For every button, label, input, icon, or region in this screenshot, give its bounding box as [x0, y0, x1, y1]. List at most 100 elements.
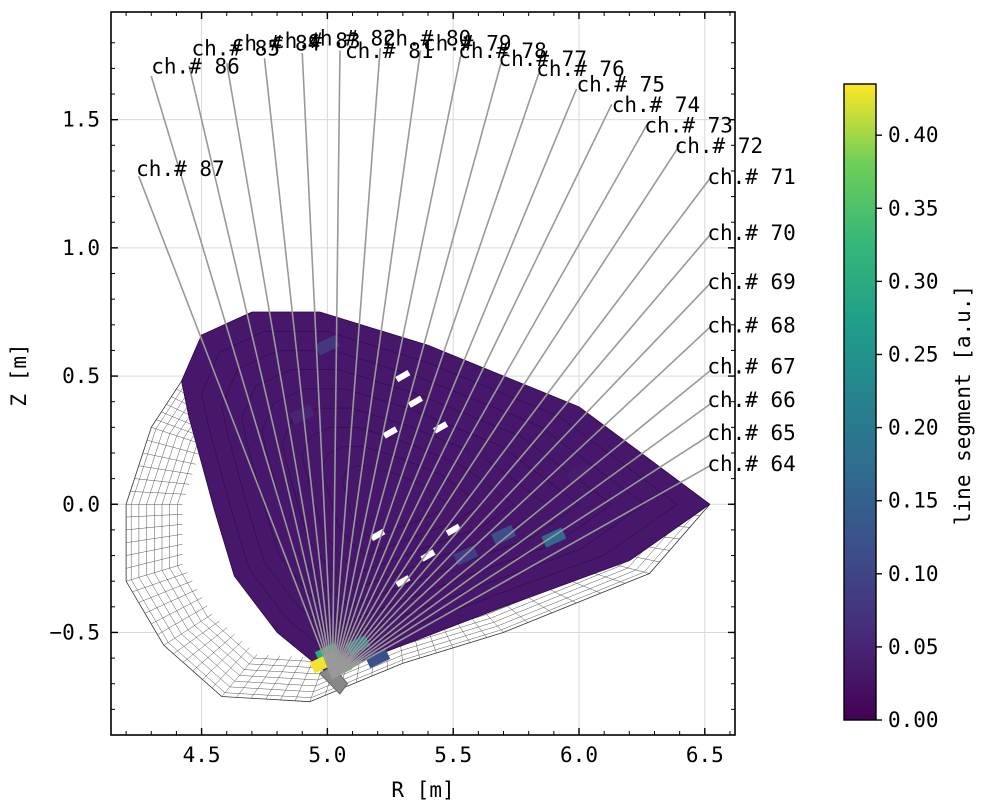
channel-label: ch.# 66 — [707, 388, 796, 412]
x-tick-label: 5.5 — [434, 743, 472, 767]
line-of-sight — [331, 103, 613, 679]
channel-label: ch.# 68 — [707, 313, 796, 337]
channel-label: ch.# 87 — [136, 157, 225, 181]
channel-label: ch.# 67 — [707, 355, 796, 379]
plasma-ring — [241, 369, 613, 623]
line-of-sight — [331, 370, 711, 680]
channel-label: ch.# 65 — [707, 421, 796, 445]
x-tick-label: 6.5 — [686, 743, 724, 767]
channel-label: ch.# 85 — [192, 37, 281, 61]
plasma-ring — [221, 350, 645, 640]
line-of-sight — [301, 52, 334, 679]
channel-label: ch.# 84 — [232, 31, 321, 55]
emissivity-cell — [566, 463, 592, 484]
plasma-region — [181, 311, 711, 674]
emissivity-cell — [365, 455, 391, 476]
colorbar-tick-label: 0.40 — [888, 123, 939, 147]
channel-label: ch.# 80 — [383, 26, 472, 50]
plasma-ring — [201, 330, 678, 657]
line-of-sight — [331, 326, 711, 680]
channel-label: ch.# 75 — [576, 72, 665, 96]
mesh-arc — [146, 390, 684, 687]
channel-label: ch.# 73 — [644, 114, 733, 138]
y-tick-label: 0.5 — [62, 364, 100, 388]
line-of-sight — [331, 50, 341, 679]
line-of-sight — [331, 47, 382, 679]
colorbar-tick-label: 0.00 — [888, 708, 939, 732]
channel-label: ch.# 79 — [423, 31, 512, 55]
channel-label: ch.# 78 — [458, 39, 547, 63]
emissivity-cell — [289, 404, 315, 425]
mesh-gap — [420, 549, 436, 562]
colorbar-label: line segment [a.u.] — [951, 285, 975, 525]
line-of-sight — [331, 234, 711, 680]
lines-of-sight — [137, 47, 711, 680]
mesh-gap — [382, 426, 398, 439]
line-of-sight — [331, 73, 540, 679]
line-of-sight — [331, 50, 422, 679]
colorbar-tick-label: 0.15 — [888, 489, 939, 513]
line-of-sight — [331, 178, 711, 680]
channel-label: ch.# 64 — [707, 452, 796, 476]
outer-mesh-boundary — [125, 380, 711, 703]
line-of-sight — [331, 434, 711, 680]
line-of-sight — [150, 75, 334, 679]
emissivity-cell — [491, 524, 517, 546]
line-of-sight — [225, 63, 334, 679]
mesh-gap — [433, 421, 449, 434]
y-tick-label: −0.5 — [49, 620, 100, 644]
channel-label: ch.# 82 — [307, 26, 396, 50]
colorbar-tick-label: 0.05 — [888, 635, 939, 659]
channel-labels: ch.# 64 ch.# 65 ch.# 66 ch.# 67 ch.# 68 ch.# … — [136, 26, 796, 476]
mesh-gap — [395, 369, 411, 383]
plasma-ring — [281, 407, 547, 590]
line-of-sight — [331, 63, 502, 679]
colorbar-tick-label: 0.35 — [888, 196, 939, 220]
line-of-sight — [332, 465, 711, 680]
channel-label: ch.# 77 — [498, 47, 587, 71]
line-of-sight — [331, 88, 578, 679]
channel-label: ch.# 86 — [151, 55, 240, 79]
channel-label: ch.# 81 — [345, 39, 434, 63]
plot-frame — [110, 11, 736, 736]
mesh-gap — [395, 575, 411, 588]
colorbar-tick-label: 0.10 — [888, 562, 939, 586]
axis-ticks: 4.5 5.0 5.5 6.0 6.5 −0.5 0.0 0.5 1.0 1.5 — [49, 12, 735, 767]
mesh-gap — [370, 528, 386, 542]
line-of-sight — [188, 65, 334, 679]
line-of-sight — [331, 144, 681, 680]
channel-label: ch.# 71 — [707, 165, 796, 189]
channel-label: ch.# 74 — [612, 93, 701, 117]
line-of-sight — [331, 55, 462, 679]
plasma-ring — [261, 388, 580, 607]
mesh-arc — [138, 387, 694, 693]
line-of-sight — [331, 283, 711, 680]
mesh-gap — [445, 523, 461, 536]
y-tick-label: 0.0 — [62, 492, 100, 516]
colorbar-tick-label: 0.20 — [888, 416, 939, 440]
channel-label: ch.# 72 — [675, 134, 764, 158]
plasma-ring — [301, 427, 515, 573]
x-axis-label: R [m] — [391, 778, 454, 802]
colorbar-tick-label: 0.25 — [888, 342, 939, 366]
y-axis-label: Z [m] — [7, 343, 31, 406]
y-tick-label: 1.0 — [62, 236, 100, 260]
y-tick-label: 1.5 — [62, 108, 100, 132]
x-tick-label: 4.5 — [183, 743, 221, 767]
channel-label: ch.# 83 — [272, 29, 361, 53]
line-of-sight — [331, 403, 711, 680]
mesh-arc — [154, 394, 675, 681]
colorbar-ticks: 0.00 0.05 0.10 0.15 0.20 0.25 0.30 0.35 0.40 — [876, 123, 939, 732]
mesh-gap — [407, 395, 424, 408]
emissivity-cell — [365, 647, 391, 669]
emissivity-cell — [314, 335, 340, 356]
line-of-sight — [263, 58, 334, 679]
channel-label: ch.# 70 — [707, 221, 796, 245]
mesh-arc — [130, 383, 704, 698]
emissivity-cell — [465, 442, 491, 464]
channel-label: ch.# 76 — [536, 57, 625, 81]
x-tick-label: 6.0 — [560, 743, 598, 767]
emissivity-mesh — [181, 311, 711, 695]
channel-label: ch.# 69 — [707, 270, 796, 294]
